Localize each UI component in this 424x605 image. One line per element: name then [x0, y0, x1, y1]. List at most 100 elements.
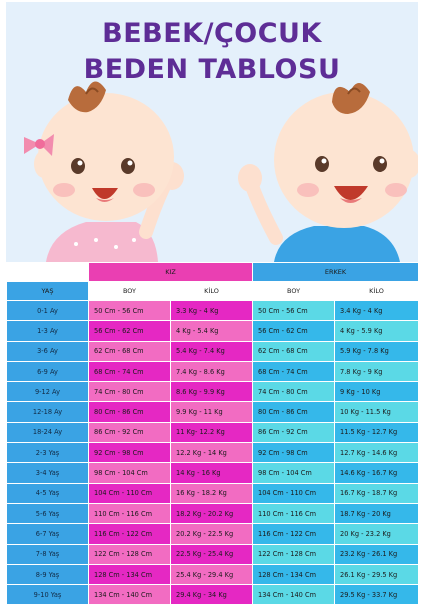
girl-weight-cell: 8.6 Kg - 9.9 Kg	[169, 381, 254, 403]
girl-height-cell: 86 Cm - 92 Cm	[88, 421, 171, 444]
table-row: 1-3 Ay 56 Cm - 62 Cm 4 Kg - 5.4 Kg 56 Cm - …	[6, 320, 420, 342]
table-header-row: YAŞ BOY KİLO BOY KİLO	[6, 281, 420, 301]
page-title: BEBEK/ÇOCUK BEDEN TABLOSU	[6, 16, 418, 88]
table-row: 8-9 Yaş 128 Cm - 134 Cm 25.4 Kg - 29.4 Kg 1…	[6, 563, 420, 586]
girl-height-cell: 74 Cm - 80 Cm	[88, 381, 171, 403]
table-row: 5-6 Yaş 110 Cm - 116 Cm 18.2 Kg - 20.2 Kg 1…	[6, 502, 420, 525]
boy-height-cell: 128 Cm - 134 Cm	[252, 563, 336, 586]
boy-weight-cell: 7.8 Kg - 9 Kg	[334, 360, 420, 383]
boy-height-cell: 98 Cm - 104 Cm	[252, 462, 336, 484]
boy-weight-cell: 16.7 Kg - 18.7 Kg	[334, 482, 420, 504]
girl-height-cell: 92 Cm - 98 Cm	[88, 442, 171, 464]
age-cell: 4-5 Yaş	[6, 482, 89, 504]
age-cell: 2-3 Yaş	[6, 442, 89, 464]
table-row: 9-12 Ay 74 Cm - 80 Cm 8.6 Kg - 9.9 Kg 74 Cm…	[6, 381, 420, 403]
girl-weight-cell: 14 Kg - 16 Kg	[169, 462, 254, 484]
girl-weight-cell: 16 Kg - 18.2 Kg	[169, 482, 254, 504]
girl-weight-header: KİLO	[169, 281, 254, 301]
age-cell: 3-6 Ay	[6, 340, 89, 362]
boy-height-cell: 134 Cm - 140 Cm	[252, 584, 336, 605]
header-blank-cell	[6, 262, 89, 282]
boy-weight-cell: 11.5 Kg - 12.7 Kg	[334, 421, 420, 444]
table-row: 6-7 Yaş 116 Cm - 122 Cm 20.2 Kg - 22.5 Kg 1…	[6, 523, 420, 545]
size-table: KIZ ERKEK YAŞ BOY KİLO BOY KİLO 0-1 Ay 50…	[6, 262, 420, 605]
girl-height-cell: 56 Cm - 62 Cm	[88, 320, 171, 342]
girl-weight-cell: 9.9 Kg - 11 Kg	[169, 401, 254, 423]
girl-weight-cell: 5.4 Kg - 7.4 Kg	[169, 340, 254, 362]
table-row: 18-24 Ay 86 Cm - 92 Cm 11 Kg- 12.2 Kg 86 Cm…	[6, 421, 420, 444]
girl-height-cell: 80 Cm - 86 Cm	[88, 401, 171, 423]
age-cell: 18-24 Ay	[6, 421, 89, 444]
girl-weight-cell: 7.4 Kg - 8.6 Kg	[169, 360, 254, 383]
age-cell: 1-3 Ay	[6, 320, 89, 342]
boy-height-cell: 50 Cm - 56 Cm	[252, 299, 336, 322]
hero-banner: BEBEK/ÇOCUK BEDEN TABLOSU	[6, 2, 418, 262]
girl-height-cell: 128 Cm - 134 Cm	[88, 563, 171, 586]
age-cell: 9-12 Ay	[6, 381, 89, 403]
age-cell: 7-8 Yaş	[6, 543, 89, 565]
girl-height-cell: 50 Cm - 56 Cm	[88, 299, 171, 322]
age-cell: 12-18 Ay	[6, 401, 89, 423]
girl-weight-cell: 20.2 Kg - 22.5 Kg	[169, 523, 254, 545]
girl-weight-cell: 4 Kg - 5.4 Kg	[169, 320, 254, 342]
boy-weight-cell: 10 Kg - 11.5 Kg	[334, 401, 420, 423]
girl-height-cell: 62 Cm - 68 Cm	[88, 340, 171, 362]
title-line-2: BEDEN TABLOSU	[83, 54, 341, 85]
boy-height-cell: 116 Cm - 122 Cm	[252, 523, 336, 545]
boy-header: ERKEK	[252, 262, 420, 282]
baby-boy-illustration	[238, 83, 418, 262]
age-cell: 9-10 Yaş	[6, 584, 89, 605]
boy-height-header: BOY	[252, 281, 336, 301]
girl-header: KIZ	[87, 262, 254, 282]
age-cell: 8-9 Yaş	[6, 563, 89, 586]
age-cell: 0-1 Ay	[6, 299, 89, 322]
girl-weight-cell: 18.2 Kg - 20.2 Kg	[169, 502, 254, 525]
boy-weight-cell: 23.2 Kg - 26.1 Kg	[334, 543, 420, 565]
boy-height-cell: 92 Cm - 98 Cm	[252, 442, 336, 464]
boy-weight-cell: 4 Kg - 5.9 Kg	[334, 320, 420, 342]
age-cell: 6-7 Yaş	[6, 523, 89, 545]
girl-weight-cell: 25.4 Kg - 29.4 Kg	[169, 563, 254, 586]
girl-weight-cell: 12.2 Kg - 14 Kg	[169, 442, 254, 464]
boy-weight-cell: 14.6 Kg - 16.7 Kg	[334, 462, 420, 484]
boy-height-cell: 74 Cm - 80 Cm	[252, 381, 336, 403]
boy-height-cell: 86 Cm - 92 Cm	[252, 421, 336, 444]
table-row: 7-8 Yaş 122 Cm - 128 Cm 22.5 Kg - 25.4 Kg 1…	[6, 543, 420, 565]
boy-height-cell: 56 Cm - 62 Cm	[252, 320, 336, 342]
girl-height-cell: 122 Cm - 128 Cm	[88, 543, 171, 565]
girl-height-cell: 98 Cm - 104 Cm	[88, 462, 171, 484]
table-row: 3-4 Yaş 98 Cm - 104 Cm 14 Kg - 16 Kg 98 Cm …	[6, 462, 420, 484]
table-row: 6-9 Ay 68 Cm - 74 Cm 7.4 Kg - 8.6 Kg 68 Cm …	[6, 360, 420, 383]
table-row: 12-18 Ay 80 Cm - 86 Cm 9.9 Kg - 11 Kg 80 Cm…	[6, 401, 420, 423]
girl-height-cell: 116 Cm - 122 Cm	[88, 523, 171, 545]
age-cell: 6-9 Ay	[6, 360, 89, 383]
table-row: 9-10 Yaş 134 Cm - 140 Cm 29.4 Kg - 34 Kg 13…	[6, 584, 420, 605]
boy-height-cell: 80 Cm - 86 Cm	[252, 401, 336, 423]
boy-weight-cell: 3.4 Kg - 4 Kg	[334, 299, 420, 322]
boy-weight-cell: 18.7 Kg - 20 Kg	[334, 502, 420, 525]
boy-weight-cell: 9 Kg - 10 Kg	[334, 381, 420, 403]
boy-weight-cell: 29.5 Kg - 33.7 Kg	[334, 584, 420, 605]
boy-weight-cell: 26.1 Kg - 29.5 Kg	[334, 563, 420, 586]
table-row: 3-6 Ay 62 Cm - 68 Cm 5.4 Kg - 7.4 Kg 62 Cm …	[6, 340, 420, 362]
age-header: YAŞ	[6, 281, 89, 301]
table-header-group-row: KIZ ERKEK	[6, 262, 420, 282]
boy-weight-cell: 12.7 Kg - 14.6 Kg	[334, 442, 420, 464]
boy-height-cell: 62 Cm - 68 Cm	[252, 340, 336, 362]
boy-height-cell: 68 Cm - 74 Cm	[252, 360, 336, 383]
girl-weight-cell: 11 Kg- 12.2 Kg	[169, 421, 254, 444]
table-row: 0-1 Ay 50 Cm - 56 Cm 3.3 Kg - 4 Kg 50 Cm - …	[6, 299, 420, 322]
girl-height-cell: 104 Cm - 110 Cm	[88, 482, 171, 504]
girl-weight-cell: 29.4 Kg - 34 Kg	[169, 584, 254, 605]
boy-height-cell: 122 Cm - 128 Cm	[252, 543, 336, 565]
boy-weight-header: KİLO	[334, 281, 420, 301]
boy-height-cell: 110 Cm - 116 Cm	[252, 502, 336, 525]
girl-height-cell: 68 Cm - 74 Cm	[88, 360, 171, 383]
girl-height-cell: 110 Cm - 116 Cm	[88, 502, 171, 525]
title-line-1: BEBEK/ÇOCUK	[102, 18, 322, 49]
boy-height-cell: 104 Cm - 110 Cm	[252, 482, 336, 504]
girl-weight-cell: 3.3 Kg - 4 Kg	[169, 299, 254, 322]
table-row: 2-3 Yaş 92 Cm - 98 Cm 12.2 Kg - 14 Kg 92 Cm…	[6, 442, 420, 464]
girl-height-header: BOY	[88, 281, 171, 301]
